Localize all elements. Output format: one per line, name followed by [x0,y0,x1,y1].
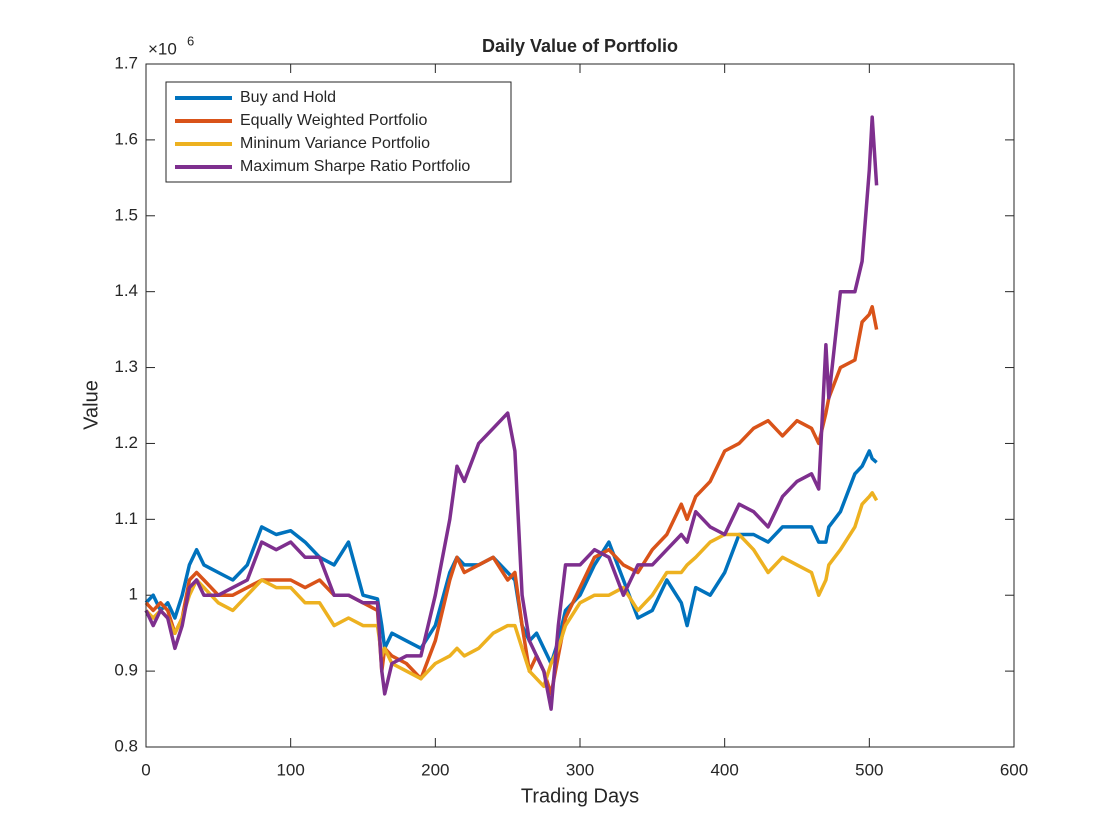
y-tick-label: 1.1 [114,509,138,528]
y-axis-label: Value [80,380,102,430]
y-tick-label: 0.8 [114,736,138,755]
x-tick-label: 500 [855,760,883,779]
y-tick-label: 1.4 [114,281,138,300]
y-tick-label: 0.9 [114,661,138,680]
series-line [144,115,879,711]
y-tick-label: 1.3 [114,357,138,376]
series-line [144,305,879,696]
x-tick-label: 200 [421,760,449,779]
x-tick-label: 100 [276,760,304,779]
x-axis-label: Trading Days [521,785,639,807]
y-tick-label: 1.7 [114,53,138,72]
axes-box [145,63,1015,748]
legend-label: Equally Weighted Portfolio [240,112,427,129]
legend-label: Maximum Sharpe Ratio Portfolio [240,158,470,175]
legend-label: Buy and Hold [240,89,336,106]
y-tick-label: 1.5 [114,205,138,224]
y-tick-label: 1.2 [114,433,138,452]
x-tick-label: 600 [1000,760,1028,779]
y-multiplier: ×10 [148,39,177,58]
x-tick-label: 400 [710,760,738,779]
x-tick-label: 300 [566,760,594,779]
chart-title: Daily Value of Portfolio [482,36,678,56]
y-tick-label: 1 [129,585,138,604]
x-tick-label: 0 [141,760,150,779]
y-multiplier-exponent: 6 [187,33,194,48]
legend-label: Mininum Variance Portfolio [240,135,430,152]
y-tick-label: 1.6 [114,129,138,148]
series-line [144,491,879,689]
